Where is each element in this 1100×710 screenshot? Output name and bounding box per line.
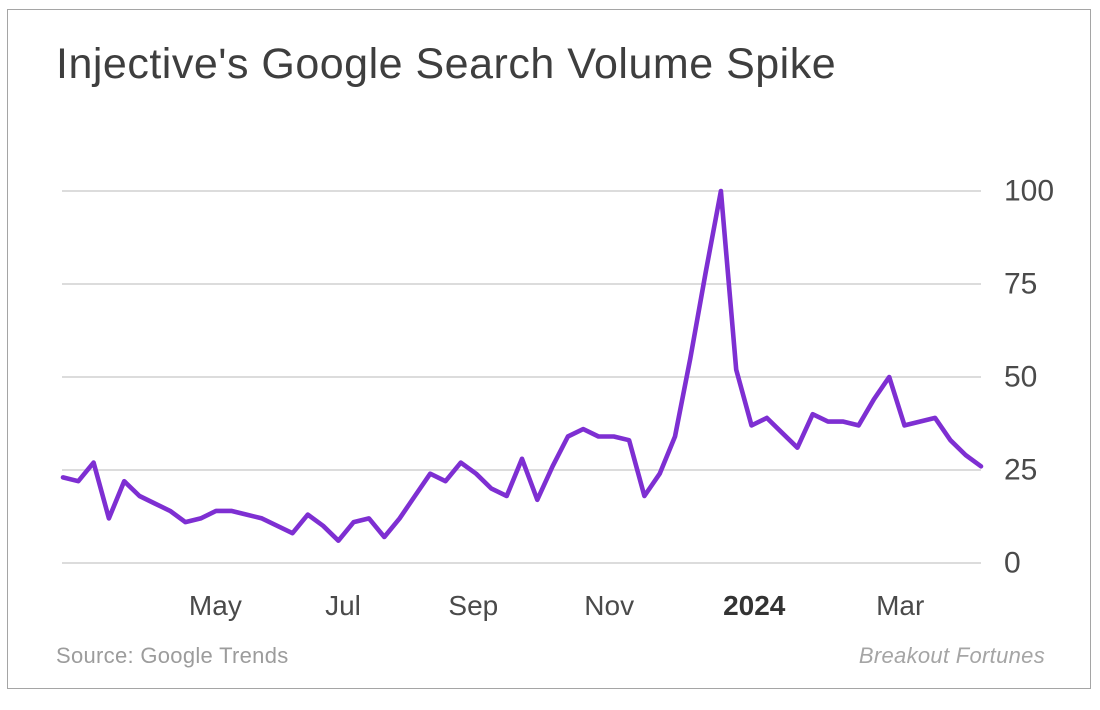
y-tick-label: 25 <box>1004 454 1037 487</box>
x-tick-label: Sep <box>448 590 498 621</box>
x-tick-label: May <box>189 590 242 621</box>
y-tick-label: 75 <box>1004 268 1037 301</box>
trend-line <box>60 188 984 544</box>
chart-card: Injective's Google Search Volume Spike 0… <box>7 9 1091 689</box>
trend-chart: 0 25 50 75 100 May Jul Sep Nov 2024 Mar <box>60 175 1054 621</box>
x-tick-label: Nov <box>584 590 634 621</box>
x-tick-label: Jul <box>325 590 361 621</box>
y-tick-label: 0 <box>1004 547 1021 580</box>
chart-title: Injective's Google Search Volume Spike <box>56 40 837 88</box>
x-tick-label: Mar <box>876 590 924 621</box>
chart-footer: Source: Google Trends Breakout Fortunes <box>56 643 1045 669</box>
x-tick-label: 2024 <box>723 590 786 621</box>
credit-note: Breakout Fortunes <box>858 643 1045 668</box>
y-tick-label: 100 <box>1004 175 1054 208</box>
y-tick-label: 50 <box>1004 361 1037 394</box>
source-note: Source: Google Trends <box>56 643 289 668</box>
